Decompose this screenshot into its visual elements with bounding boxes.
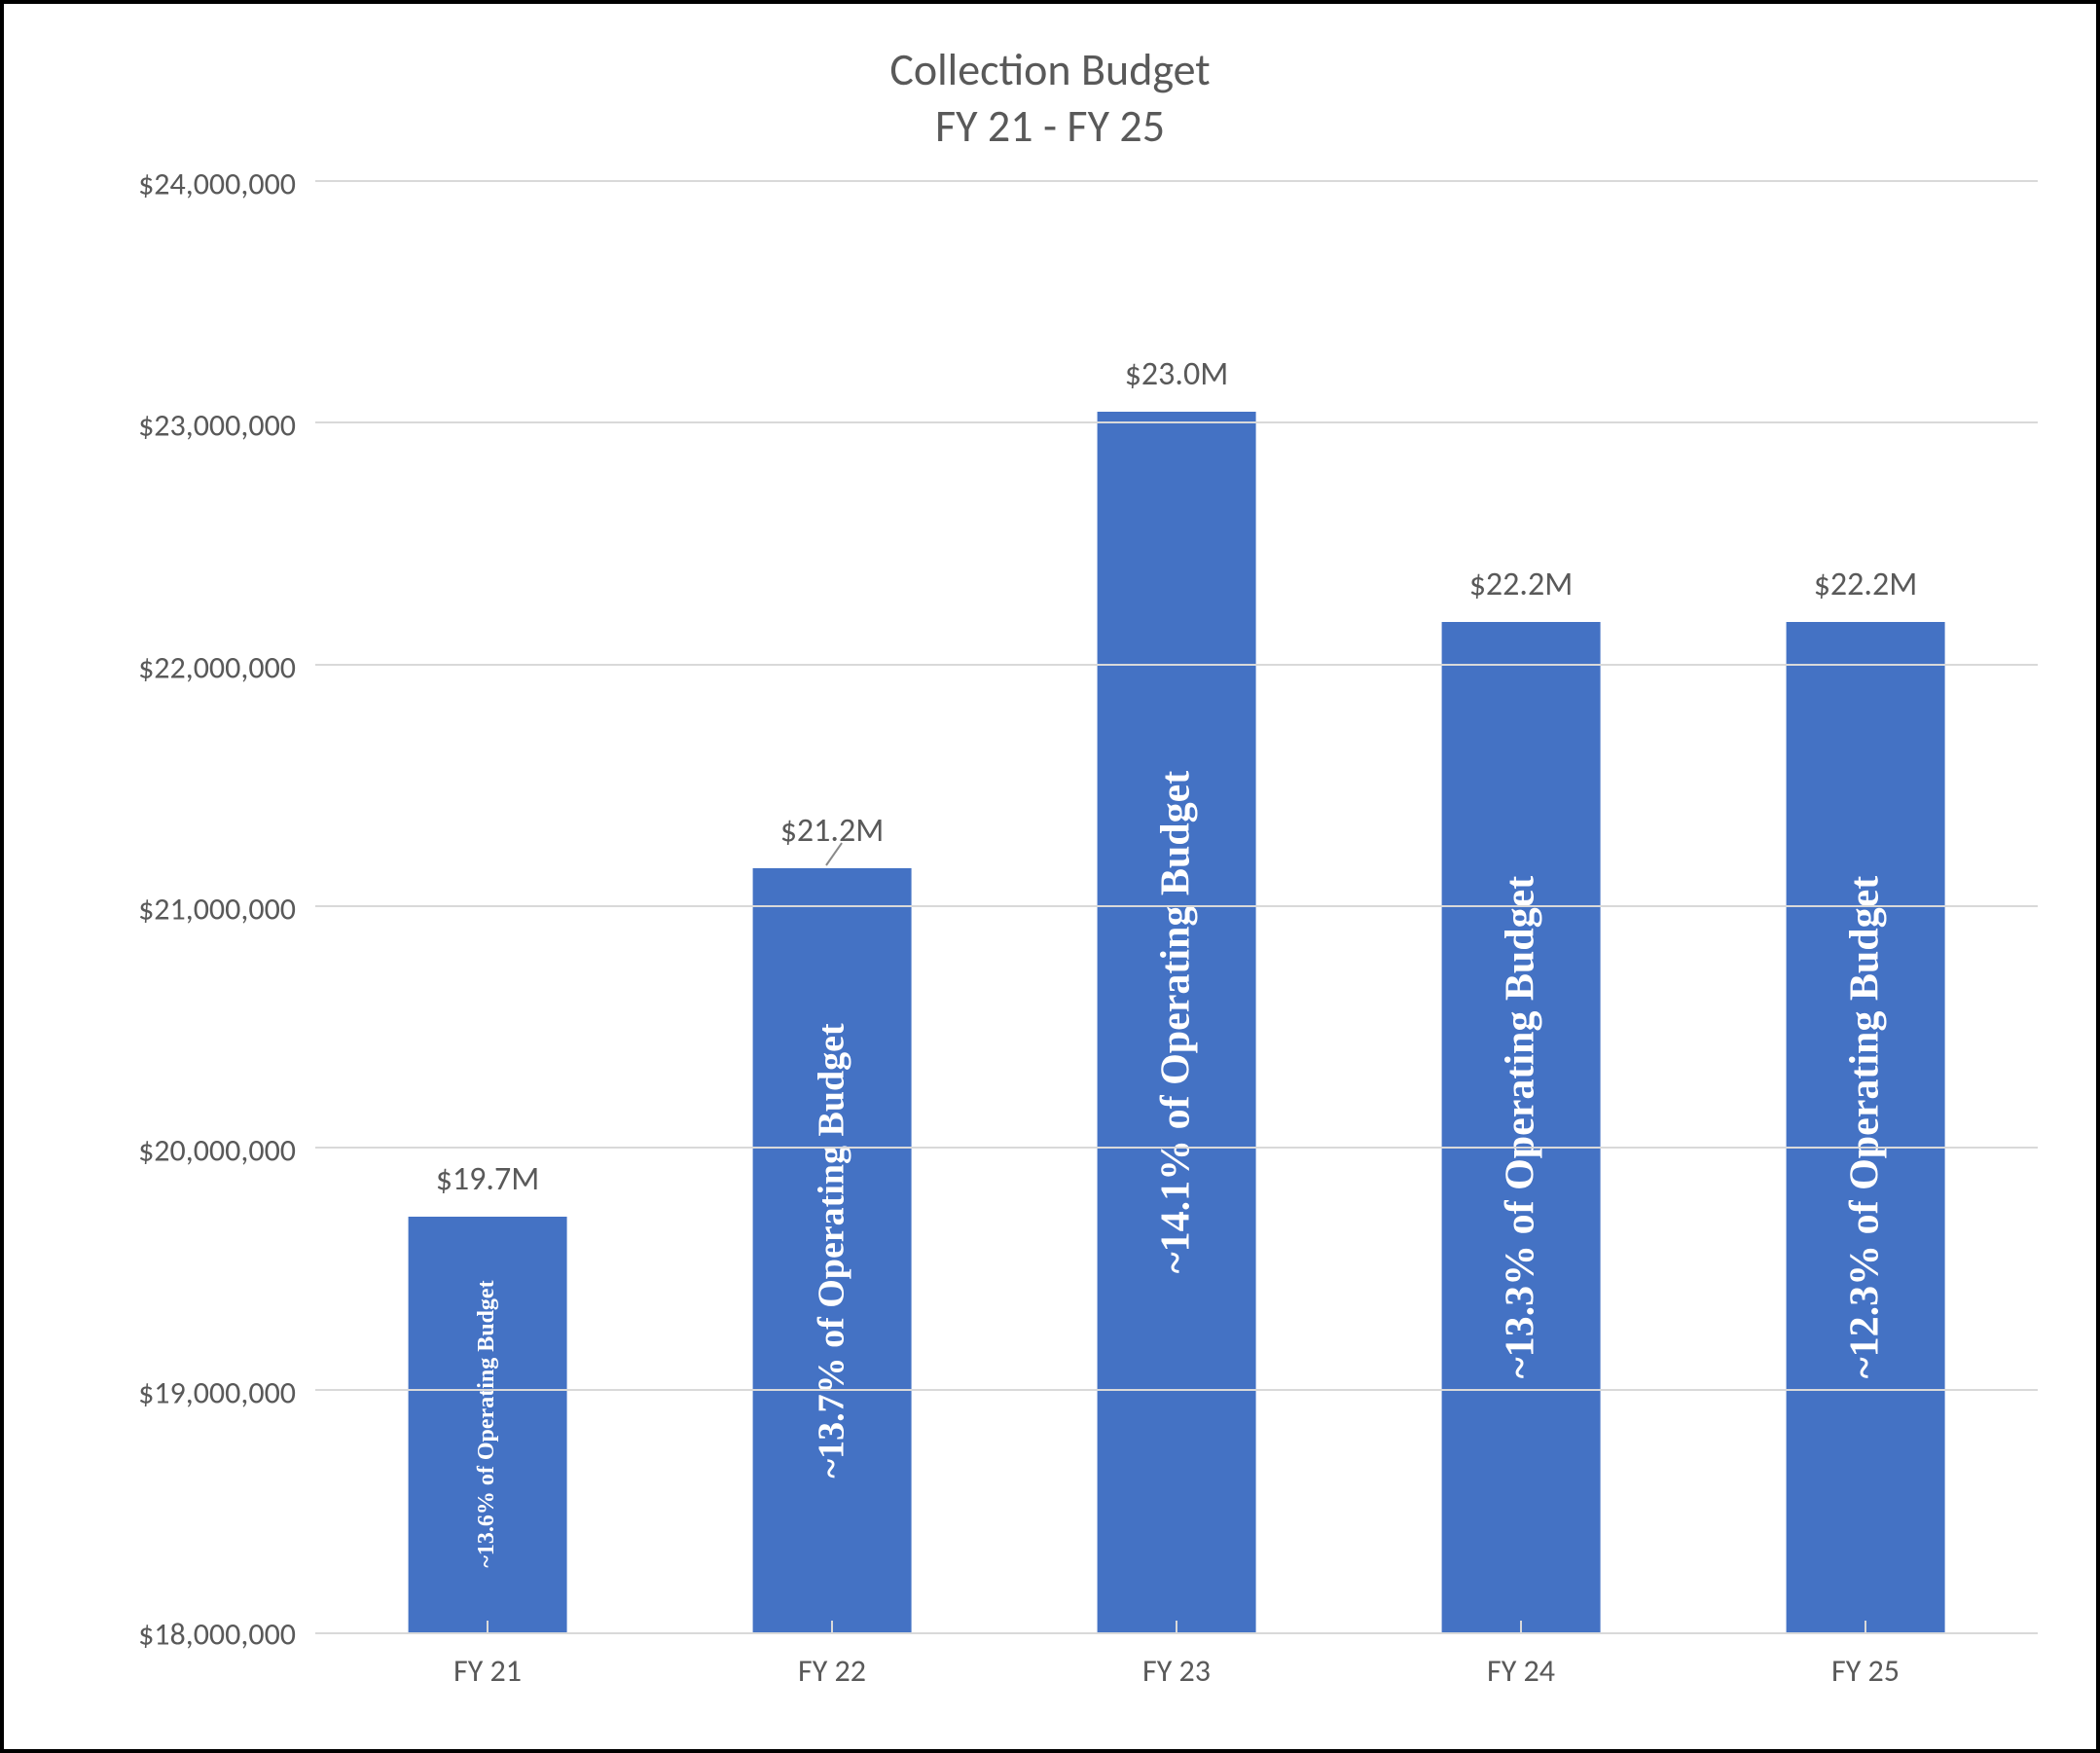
- bar: ~13.7% of Operating Budget: [753, 868, 912, 1632]
- chart-frame: Collection Budget FY 21 - FY 25 $18,000,…: [0, 0, 2100, 1753]
- y-tick-label: $23,000,000: [138, 407, 296, 445]
- bar-inside-label: ~13.6% of Operating Budget: [474, 1281, 500, 1568]
- x-tick-mark: [1865, 1621, 1866, 1634]
- plot-area: ~13.6% of Operating Budget $19.7M ~13.7% o…: [315, 184, 2038, 1634]
- bar-slot: ~12.3% of Operating Budget $22.2M: [1693, 184, 2038, 1632]
- chart-title: Collection Budget FY 21 - FY 25: [62, 43, 2038, 155]
- x-tick-mark: [1520, 1621, 1522, 1634]
- x-axis: FY 21FY 22FY 23FY 24FY 25: [315, 1634, 2038, 1690]
- y-tick-label: $22,000,000: [138, 648, 296, 686]
- y-tick-label: $21,000,000: [138, 891, 296, 929]
- bar-slot: ~13.3% of Operating Budget $22.2M: [1349, 184, 1693, 1632]
- bar-value-label: $21.2M: [780, 811, 885, 851]
- bar-inside-label: ~12.3% of Operating Budget: [1842, 876, 1889, 1379]
- bar-value-label: $22.2M: [1469, 565, 1574, 604]
- bar-slot: ~14.1% of Operating Budget $23.0M: [1004, 184, 1349, 1632]
- bar: ~12.3% of Operating Budget: [1787, 622, 1945, 1632]
- y-tick-label: $18,000,000: [138, 1616, 296, 1654]
- bar-inside-label: ~14.1% of Operating Budget: [1153, 771, 1200, 1274]
- y-tick-label: $20,000,000: [138, 1132, 296, 1170]
- chart-body: $18,000,000$19,000,000$20,000,000$21,000…: [62, 184, 2038, 1634]
- bar-value-label: $22.2M: [1814, 565, 1918, 604]
- y-tick-label: $24,000,000: [138, 165, 296, 203]
- chart-title-line2: FY 21 - FY 25: [62, 99, 2038, 156]
- gridline: [315, 421, 2038, 423]
- chart-title-line1: Collection Budget: [62, 43, 2038, 99]
- bar-slot: ~13.7% of Operating Budget $21.2M: [660, 184, 1004, 1632]
- gridline: [315, 1389, 2038, 1391]
- bar-slot: ~13.6% of Operating Budget $19.7M: [315, 184, 660, 1632]
- bar-inside-label: ~13.7% of Operating Budget: [811, 1023, 853, 1478]
- x-tick-label: FY 24: [1349, 1634, 1693, 1690]
- bars-container: ~13.6% of Operating Budget $19.7M ~13.7% o…: [315, 184, 2038, 1632]
- gridline: [315, 664, 2038, 666]
- x-tick-mark: [487, 1621, 489, 1634]
- x-tick-label: FY 21: [315, 1634, 660, 1690]
- bar: ~13.3% of Operating Budget: [1442, 622, 1601, 1632]
- y-axis: $18,000,000$19,000,000$20,000,000$21,000…: [62, 184, 315, 1634]
- x-tick-mark: [1176, 1621, 1177, 1634]
- x-tick-label: FY 23: [1004, 1634, 1349, 1690]
- bar-value-label: $23.0M: [1125, 354, 1229, 394]
- bar-value-label: $19.7M: [436, 1159, 540, 1199]
- bar: ~14.1% of Operating Budget: [1098, 412, 1256, 1632]
- x-tick-label: FY 22: [660, 1634, 1004, 1690]
- gridline: [315, 180, 2038, 182]
- x-tick-label: FY 25: [1693, 1634, 2038, 1690]
- gridline: [315, 905, 2038, 907]
- gridline: [315, 1147, 2038, 1149]
- x-tick-mark: [831, 1621, 833, 1634]
- y-tick-label: $19,000,000: [138, 1373, 296, 1411]
- bar: ~13.6% of Operating Budget: [409, 1217, 567, 1632]
- bar-inside-label: ~13.3% of Operating Budget: [1498, 876, 1544, 1379]
